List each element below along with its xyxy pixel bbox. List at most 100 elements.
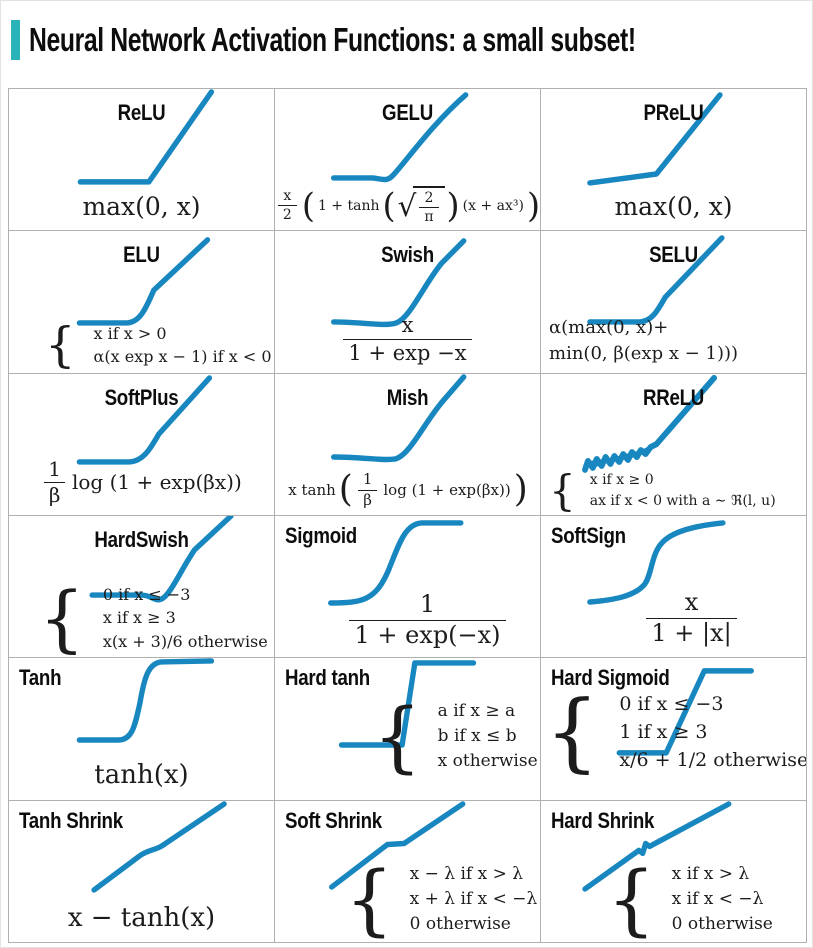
cell-gelu: GELU x 2(1 + tanh(√ 2 π) (x + ax³))	[275, 89, 540, 231]
cell-rrelu: RReLU {x if x ≥ 0 ax if x < 0 with a ∼ ℜ(l…	[541, 373, 806, 515]
cell-title: PReLU	[643, 100, 704, 125]
case-line: x otherwise	[437, 751, 538, 772]
fraction-denominator: 1 + |x|	[646, 617, 737, 648]
big-paren: (	[382, 185, 396, 225]
hardtanh-curve	[338, 660, 477, 749]
cell-selu: SELU α(max(0, x)+ min(0, β(exp x − 1)))	[541, 231, 806, 373]
cell-title: SoftSign	[551, 522, 626, 548]
formula-text: 1 + tanh	[317, 197, 380, 214]
swish-curve	[330, 238, 467, 328]
fraction-denominator: 1 + exp −x	[343, 338, 472, 365]
big-paren: (	[301, 185, 315, 225]
radical-sign: √	[397, 188, 417, 223]
formula-text: max(0, x)	[82, 191, 201, 221]
cell-formula: {0 if x ≤ −3 1 if x ≥ 3 x/6 + 1/2 otherwis…	[541, 683, 806, 783]
cell-title: SELU	[649, 242, 698, 268]
case-line: b if x ≤ b	[437, 726, 517, 747]
cell-title: Mish	[386, 384, 429, 410]
big-paren: )	[526, 185, 540, 225]
hardswish-curve	[89, 515, 234, 603]
cell-tanhshrink: Tanh Shrink x − tanh(x)	[9, 800, 274, 942]
cell-elu: ELU { x if x > 0 α(x exp x − 1) if x < 0	[9, 231, 274, 373]
formula-text: (x + ax³)	[462, 197, 524, 214]
case-lines: 0 if x ≤ −3 x if x ≥ 3 x(x + 3)/6 otherwis…	[102, 585, 268, 651]
fraction-numerator: x	[684, 588, 699, 617]
case-brace: {	[545, 683, 600, 783]
title-accent-bar	[11, 20, 20, 60]
case-line: x if x > 0	[93, 323, 167, 343]
square-root: √ 2 π	[398, 186, 445, 225]
case-lines: 0 if x ≤ −3 1 if x ≥ 3 x/6 + 1/2 otherwise	[619, 693, 806, 772]
cell-formula: {0 if x ≤ −3 x if x ≥ 3 x(x + 3)/6 otherwi…	[9, 582, 274, 654]
hardsigmoid-curve	[616, 668, 754, 756]
cell-formula: 1 β log (1 + exp(βx))	[9, 457, 274, 507]
fraction-numerator: 1	[362, 470, 373, 489]
formula-text: tanh(x)	[94, 759, 189, 790]
prelu-curve	[587, 92, 723, 186]
cell-swish: Swish x 1 + exp −x	[275, 231, 540, 373]
cell-formula: {x if x > λ x if x < −λ 0 otherwise	[541, 855, 806, 942]
cell-title: HardSwish	[94, 526, 189, 552]
cell-title: RReLU	[642, 384, 705, 410]
fraction-numerator: x	[283, 188, 292, 205]
cell-hardshrink: Hard Shrink {x if x > λ x if x < −λ 0 other…	[541, 800, 806, 942]
case-lines: x if x > λ x if x < −λ 0 otherwise	[672, 865, 773, 935]
big-paren: (	[338, 469, 353, 511]
cell-title: Tanh	[19, 665, 62, 691]
case-lines: α(max(0, x)+ min(0, β(exp x − 1)))	[549, 317, 738, 365]
fraction-denominator: β	[43, 481, 66, 507]
case-brace: {	[607, 855, 656, 942]
selu-curve	[587, 235, 725, 325]
case-lines: x − λ if x > λ x + λ if x < −λ 0 otherwise	[410, 865, 538, 935]
tanh-curve	[76, 658, 215, 744]
cell-title: Tanh Shrink	[19, 807, 123, 833]
cell-title: ELU	[123, 242, 160, 268]
cell-relu: ReLU max(0, x)	[9, 89, 274, 231]
cell-formula: tanh(x)	[9, 759, 274, 791]
cell-softsign: SoftSign x 1 + |x|	[541, 515, 806, 658]
case-lines: x if x > 0 α(x exp x − 1) if x < 0	[93, 323, 272, 367]
rrelu-curve	[582, 374, 718, 473]
cell-formula: {x − λ if x > λ x + λ if x < −λ 0 otherwis…	[275, 855, 540, 942]
page-header: Neural Network Activation Functions: a s…	[11, 17, 812, 63]
cell-prelu: PReLU max(0, x)	[541, 89, 806, 231]
gelu-curve	[330, 92, 469, 183]
fraction-denominator: β	[358, 489, 377, 509]
page-title: Neural Network Activation Functions: a s…	[29, 21, 636, 58]
cell-title: Hard Shrink	[551, 807, 655, 833]
cell-tanh: Tanh tanh(x)	[9, 658, 274, 800]
cell-formula: max(0, x)	[9, 191, 274, 222]
tanhshrink-curve	[91, 800, 227, 893]
case-line: a if x ≥ a	[437, 701, 516, 722]
case-brace: {	[549, 465, 576, 515]
formula-text: max(0, x)	[614, 191, 733, 221]
softsign-curve	[587, 520, 726, 605]
big-paren: )	[513, 469, 528, 511]
case-line: x if x ≥ 0	[589, 472, 654, 489]
cell-title: SoftPlus	[104, 384, 179, 410]
fraction-numerator: 2	[424, 190, 434, 207]
cell-mish: Mish x tanh(1 β log (1 + exp(βx)))	[275, 373, 540, 515]
case-line: x if x ≥ 3	[102, 608, 176, 628]
case-brace: {	[345, 855, 394, 942]
cell-hardtanh: Hard tanh{a if x ≥ a b if x ≤ b x otherwis…	[275, 658, 540, 800]
big-paren: )	[446, 185, 460, 225]
case-lines: a if x ≥ a b if x ≤ b x otherwise	[438, 702, 538, 772]
softshrink-curve	[329, 800, 466, 890]
case-brace: {	[45, 317, 76, 373]
case-line: 0 if x ≤ −3	[619, 693, 724, 716]
formula-text: log (1 + exp(βx))	[383, 480, 511, 499]
cell-title: GELU	[382, 100, 433, 125]
case-line: 1 if x ≥ 3	[619, 721, 708, 744]
cell-title: Hard tanh	[285, 665, 370, 691]
